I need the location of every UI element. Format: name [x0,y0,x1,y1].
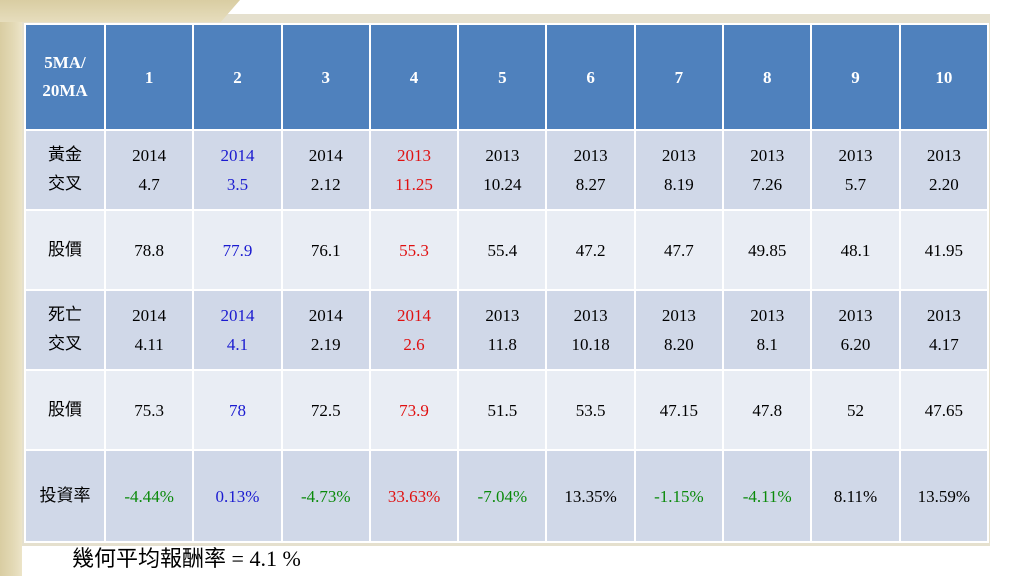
table-cell: -4.44% [103,449,195,543]
sell-price-label: 股價 [24,369,106,451]
table-cell: 2014 2.12 [280,129,371,211]
corner-label-line1: 5MA/ [44,53,86,72]
death-cross-label-line1: 死亡 [48,305,82,325]
table-cell: 2013 5.7 [810,129,901,211]
header-cell: 4 [368,23,460,131]
caption-value: 4.1 [249,546,277,571]
table-cell: 2013 6.20 [810,289,901,371]
table-cell: 75.3 [103,369,195,451]
table-cell: 2013 7.26 [722,129,813,211]
table-header-row: 5MA/ 20MA 1 2 3 4 5 6 7 8 9 10 [24,23,990,131]
table-cell: 2013 8.27 [545,129,636,211]
table-cell: 2013 10.18 [545,289,636,371]
sell-price-row: 股價 75.3 78 72.5 73.9 51.5 53.5 47.15 47.… [24,369,990,451]
geometric-mean-return-caption: 幾何平均報酬率 = 4.1 % [72,542,301,577]
table-cell: 2014 4.11 [103,289,195,371]
table-cell: 2013 2.20 [898,129,990,211]
table-cell: 2014 4.1 [192,289,283,371]
header-cell: 5 [457,23,548,131]
table-cell: -1.15% [633,449,725,543]
caption-unit: % [276,546,301,571]
table-cell: 47.65 [898,369,990,451]
table-cell: 2013 8.20 [633,289,725,371]
slide-background-left-band [0,0,22,576]
table-cell: 78.8 [103,209,195,291]
table-cell: 33.63% [368,449,460,543]
death-cross-label: 死亡 交叉 [24,289,106,371]
header-cell: 6 [545,23,636,131]
table-cell: 2014 2.6 [368,289,460,371]
death-cross-row: 死亡 交叉 2014 4.11 2014 4.1 2014 2.19 2014 2.6 … [24,289,990,371]
header-cell: 1 [103,23,195,131]
table-cell: 41.95 [898,209,990,291]
table-cell: 2013 8.19 [633,129,725,211]
table-cell: 72.5 [280,369,371,451]
header-cell: 10 [898,23,990,131]
table-cell: 77.9 [192,209,283,291]
return-rate-label: 投資率 [24,449,106,543]
table-cell: 2014 2.19 [280,289,371,371]
table-cell: -4.73% [280,449,371,543]
slide-background-top-band [0,0,240,22]
return-rate-row: 投資率 -4.44% 0.13% -4.73% 33.63% -7.04% 13… [24,449,990,543]
table-cell: 2013 4.17 [898,289,990,371]
golden-cross-row: 黃金 交叉 2014 4.7 2014 3.5 2014 2.12 2013 11.25… [24,129,990,211]
table-cell: 13.59% [898,449,990,543]
table-cell: 13.35% [545,449,636,543]
header-corner-cell: 5MA/ 20MA [24,23,106,131]
header-cell: 2 [192,23,283,131]
buy-price-row: 股價 78.8 77.9 76.1 55.3 55.4 47.2 47.7 49… [24,209,990,291]
table-cell: 2013 8.1 [722,289,813,371]
table-cell: 51.5 [457,369,548,451]
table-cell: 55.3 [368,209,460,291]
table-cell: 8.11% [810,449,901,543]
table-cell: 78 [192,369,283,451]
table-cell: 2014 3.5 [192,129,283,211]
table-cell: 0.13% [192,449,283,543]
table-cell: 2013 11.8 [457,289,548,371]
table-cell: 55.4 [457,209,548,291]
table-cell: 49.85 [722,209,813,291]
caption-equals: = [226,546,250,571]
death-cross-label-line2: 交叉 [48,334,82,354]
table-cell: 53.5 [545,369,636,451]
caption-label: 幾何平均報酬率 [72,547,227,572]
table-cell: -4.11% [722,449,813,543]
golden-cross-label-line1: 黃金 [48,145,82,165]
header-cell: 7 [633,23,725,131]
table-cell: 76.1 [280,209,371,291]
header-cell: 8 [722,23,813,131]
table-cell: 47.8 [722,369,813,451]
table-cell: 52 [810,369,901,451]
table-cell: 48.1 [810,209,901,291]
table-cell: 2013 11.25 [368,129,460,211]
table-cell: 47.7 [633,209,725,291]
table-cell: 2014 4.7 [103,129,195,211]
header-cell: 3 [280,23,371,131]
golden-cross-label-line2: 交叉 [48,174,82,194]
corner-label-line2: 20MA [42,81,88,100]
table-cell: 73.9 [368,369,460,451]
table-cell: 2013 10.24 [457,129,548,211]
ma-cross-table: 5MA/ 20MA 1 2 3 4 5 6 7 8 9 10 黃金 交叉 201… [24,23,990,543]
header-cell: 9 [810,23,901,131]
table-cell: 47.2 [545,209,636,291]
golden-cross-label: 黃金 交叉 [24,129,106,211]
table-cell: 47.15 [633,369,725,451]
table-cell: -7.04% [457,449,548,543]
buy-price-label: 股價 [24,209,106,291]
